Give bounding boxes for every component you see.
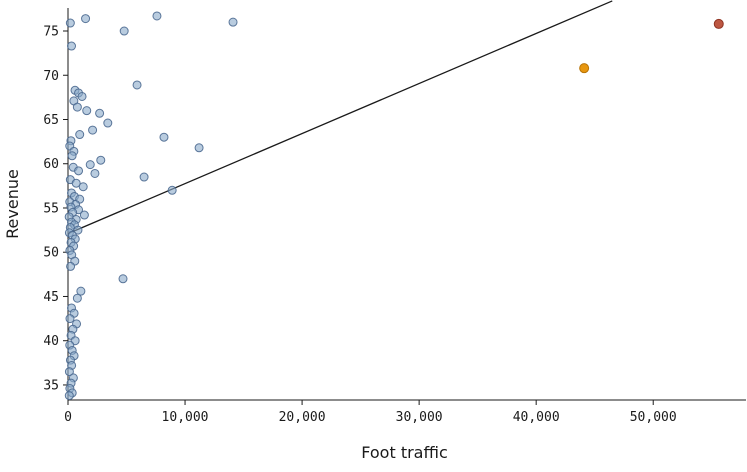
data-point-stores [132,80,142,90]
y-tick-label: 60 [43,157,59,172]
data-points [64,11,724,401]
x-tick-label: 20,000 [279,410,326,425]
data-point-stores [228,17,238,27]
y-tick-label: 40 [43,334,59,349]
data-point-stores [90,168,100,178]
data-point-stores [194,143,204,153]
data-point-stores [75,130,85,140]
y-tick-label: 70 [43,69,59,84]
y-tick-label: 65 [43,113,59,128]
data-point-stores [65,314,75,324]
x-tick-label: 40,000 [513,410,560,425]
data-point-stores [95,108,105,118]
data-point-stores [67,151,77,161]
y-axis: 35 40 45 50 55 60 65 70 75 [43,8,69,400]
data-point-stores [71,178,81,188]
data-point-stores [139,172,149,182]
data-point-stores [96,155,106,165]
y-tick-label: 50 [43,246,59,261]
data-point-stores [79,210,89,220]
x-axis-title: Foot traffic [361,443,448,462]
x-tick-label: 0 [64,410,72,425]
data-point-stores [76,286,86,296]
data-point-stores [85,160,95,170]
data-point-stores [73,225,83,235]
data-point-stores [118,274,128,284]
data-point-stores [78,182,88,192]
data-point-stores [82,106,92,116]
data-point-outlier-red [713,18,724,29]
data-point-stores [72,102,82,112]
data-point-stores [119,26,129,36]
x-tick-label: 30,000 [396,410,443,425]
data-point-stores [72,293,82,303]
y-tick-label: 55 [43,201,59,216]
data-point-stores [77,91,87,101]
y-tick-label: 35 [43,378,59,393]
data-point-stores [152,11,162,21]
trend-line [67,0,613,235]
data-point-stores [66,261,76,271]
x-axis: 0 10,000 20,000 30,000 40,000 50,000 [64,399,746,425]
data-point-stores [103,118,113,128]
y-tick-label: 75 [43,25,59,40]
data-point-stores [65,18,75,28]
data-point-stores [88,125,98,135]
data-point-stores [81,14,91,24]
x-tick-label: 50,000 [630,410,677,425]
data-point-outlier-orange [579,63,590,74]
data-point-stores [64,391,74,401]
data-point-stores [74,166,84,176]
y-tick-label: 45 [43,290,59,305]
y-axis-title: Revenue [3,169,22,239]
x-tick-label: 10,000 [162,410,209,425]
data-point-stores [67,41,77,51]
data-point-stores [167,185,177,195]
data-point-stores [159,132,169,142]
data-point-stores [64,367,74,377]
